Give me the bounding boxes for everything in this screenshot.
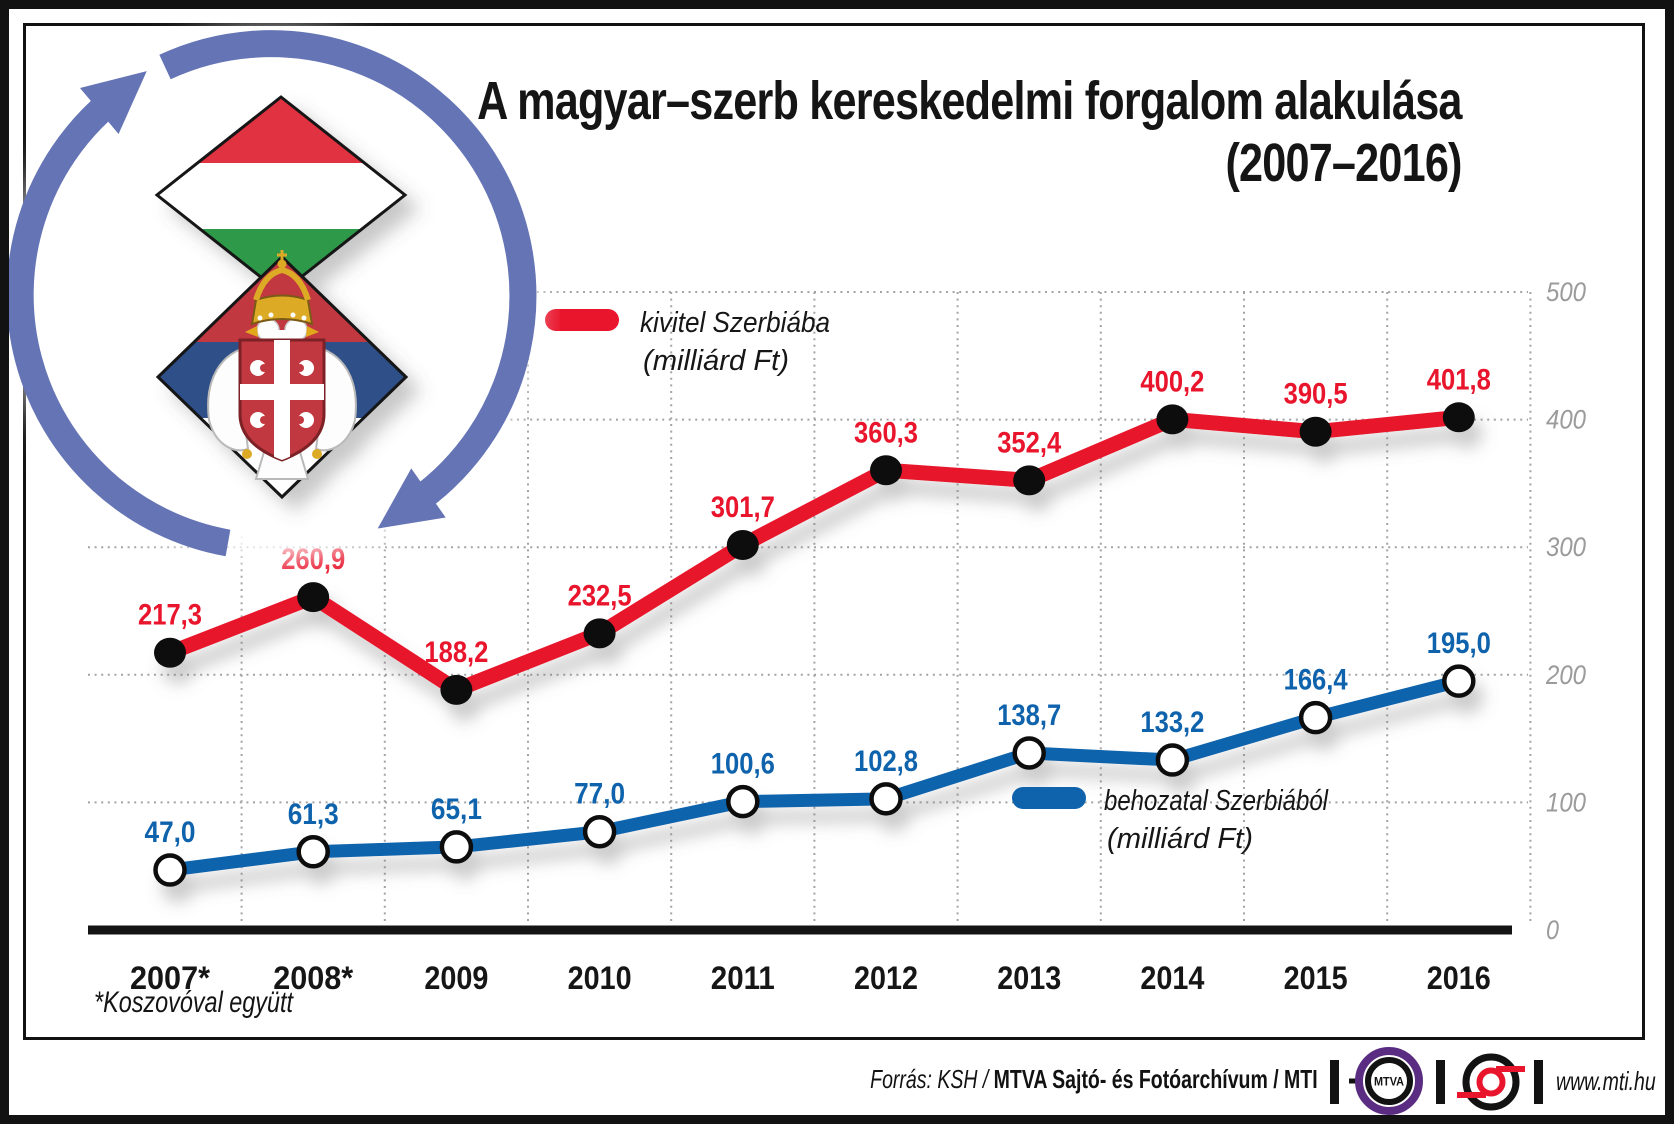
legend-exports-label: kivitel Szerbiába bbox=[640, 307, 830, 339]
data-point bbox=[726, 530, 759, 561]
legend-imports-swatch bbox=[1012, 787, 1086, 809]
footer-divider bbox=[1436, 1060, 1445, 1104]
data-point bbox=[1299, 416, 1332, 447]
x-axis-label: 2010 bbox=[568, 960, 632, 996]
value-label: 195,0 bbox=[1427, 627, 1491, 660]
data-point bbox=[726, 784, 760, 819]
x-axis-label: 2008* bbox=[273, 960, 354, 996]
value-label: 77,0 bbox=[574, 778, 625, 811]
data-point bbox=[1013, 465, 1046, 496]
legend-imports-label: behozatal Szerbiából bbox=[1104, 785, 1329, 817]
data-point bbox=[1155, 743, 1190, 777]
value-label: 100,6 bbox=[711, 748, 775, 781]
data-point bbox=[297, 582, 330, 613]
legend-imports-unit: (milliárd Ft) bbox=[1107, 823, 1253, 855]
legend-imports: behozatal Szerbiából (milliárd Ft) bbox=[1012, 785, 1329, 855]
data-point bbox=[1298, 700, 1333, 735]
data-point bbox=[583, 618, 616, 649]
hungary-serbia-trade-artwork bbox=[6, 30, 537, 557]
data-point bbox=[153, 853, 187, 887]
y-axis-tick-label: 100 bbox=[1546, 787, 1586, 817]
value-label: 65,1 bbox=[431, 793, 482, 826]
value-label: 232,5 bbox=[568, 579, 632, 612]
series-exports bbox=[154, 402, 1475, 705]
y-axis-tick-label: 300 bbox=[1546, 532, 1586, 562]
mti-logo bbox=[1457, 1053, 1525, 1111]
value-label: 102,8 bbox=[854, 745, 918, 778]
value-label: 133,2 bbox=[1140, 706, 1204, 739]
footer-divider bbox=[1534, 1060, 1543, 1104]
cycle-arrows-icon bbox=[6, 30, 537, 557]
value-label: 188,2 bbox=[424, 636, 488, 669]
mtva-logo: MTVA bbox=[1349, 1047, 1423, 1115]
page-title: A magyar–szerb kereskedelmi forgalom ala… bbox=[477, 70, 1462, 194]
mtva-logo-text: MTVA bbox=[1374, 1077, 1404, 1089]
data-point bbox=[870, 455, 902, 486]
x-axis-label: 2007* bbox=[130, 960, 211, 996]
x-axis-label: 2009 bbox=[424, 960, 488, 996]
series-imports bbox=[153, 664, 1476, 887]
y-axis-tick-label: 200 bbox=[1545, 660, 1586, 690]
value-label: 360,3 bbox=[854, 416, 918, 449]
cycle-arrowheads bbox=[79, 71, 446, 529]
data-series bbox=[153, 402, 1476, 887]
value-label: 138,7 bbox=[997, 699, 1061, 732]
value-label: 352,4 bbox=[997, 426, 1061, 459]
y-axis-tick-label: 400 bbox=[1546, 405, 1586, 435]
value-label: 166,4 bbox=[1284, 664, 1348, 697]
legend-exports-unit: (milliárd Ft) bbox=[643, 345, 789, 377]
data-point bbox=[582, 814, 617, 849]
page-title-line1: A magyar–szerb kereskedelmi forgalom ala… bbox=[477, 71, 1462, 131]
data-point bbox=[1442, 664, 1476, 698]
value-label: 47,0 bbox=[145, 816, 196, 849]
data-point bbox=[869, 782, 903, 816]
x-axis-label: 2013 bbox=[997, 960, 1061, 996]
value-label: 401,8 bbox=[1427, 363, 1491, 396]
value-label: 301,7 bbox=[711, 491, 775, 524]
source-prefix: Forrás: KSH / bbox=[870, 1064, 995, 1094]
value-label: 390,5 bbox=[1284, 378, 1348, 411]
value-label: 217,3 bbox=[138, 599, 202, 632]
data-point bbox=[439, 830, 474, 864]
series-line bbox=[163, 674, 1466, 877]
x-axis-label: 2011 bbox=[711, 960, 775, 996]
y-axis-labels: 500 400 300 200 100 0 bbox=[1545, 277, 1586, 945]
value-label: 61,3 bbox=[288, 798, 339, 831]
footnote: *Koszovóval együtt bbox=[94, 986, 294, 1019]
data-point bbox=[1012, 736, 1046, 770]
x-axis-label: 2016 bbox=[1427, 960, 1491, 996]
data-point bbox=[440, 674, 473, 705]
footer-divider bbox=[1330, 1060, 1339, 1104]
data-point bbox=[154, 637, 186, 668]
value-label: 400,2 bbox=[1140, 365, 1204, 398]
data-point bbox=[296, 835, 330, 869]
page-title-line2: (2007–2016) bbox=[1225, 133, 1463, 193]
x-axis-label: 2012 bbox=[854, 960, 918, 996]
source-bold: MTVA Sajtó- és Fotóarchívum / MTI bbox=[994, 1064, 1318, 1094]
x-axis-label: 2014 bbox=[1140, 960, 1204, 996]
legend-exports-swatch bbox=[545, 309, 619, 331]
legend-exports: kivitel Szerbiába (milliárd Ft) bbox=[545, 307, 830, 377]
x-axis-labels: 2007* 2008* 2009 2010 2011 2012 2013 2014 2015 20… bbox=[130, 960, 1491, 996]
serbia-coat-of-arms bbox=[207, 250, 357, 480]
website-url: www.mti.hu bbox=[1556, 1066, 1656, 1096]
y-axis-tick-label: 500 bbox=[1546, 277, 1586, 307]
source-attribution: Forrás: KSH / MTVA Sajtó- és Fotóarchívu… bbox=[871, 1064, 1318, 1095]
serbian-cross bbox=[240, 340, 324, 460]
crown-icon bbox=[250, 250, 314, 326]
series-line bbox=[162, 409, 1467, 698]
data-point bbox=[1442, 402, 1475, 433]
data-point bbox=[1156, 404, 1189, 435]
y-axis-tick-label: 0 bbox=[1546, 915, 1559, 945]
x-axis-label: 2015 bbox=[1284, 960, 1348, 996]
